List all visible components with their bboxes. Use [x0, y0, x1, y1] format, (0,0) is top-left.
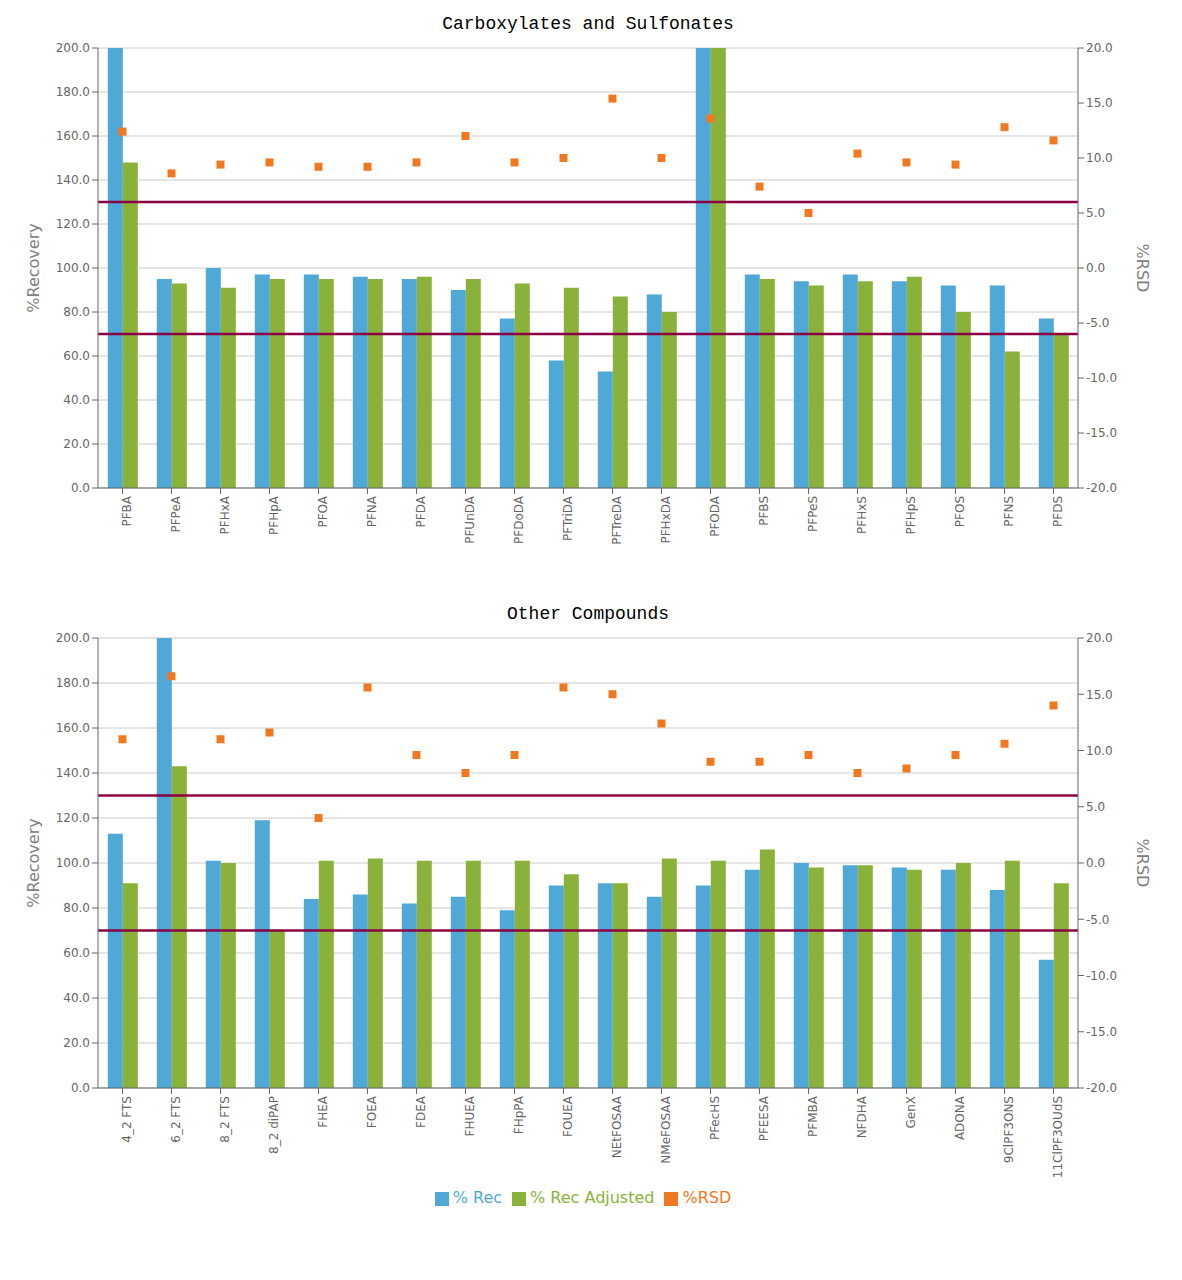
- svg-text:10.0: 10.0: [1086, 744, 1113, 758]
- svg-text:FOUEA: FOUEA: [561, 1095, 575, 1137]
- svg-text:FDEA: FDEA: [414, 1095, 428, 1128]
- svg-text:80.0: 80.0: [63, 901, 90, 915]
- svg-text:PFUnDA: PFUnDA: [463, 495, 477, 544]
- svg-text:PFHpS: PFHpS: [904, 496, 918, 534]
- svg-text:80.0: 80.0: [63, 305, 90, 319]
- svg-text:-10.0: -10.0: [1086, 969, 1117, 983]
- svg-text:PFBA: PFBA: [120, 495, 134, 526]
- svg-text:0.0: 0.0: [1086, 261, 1105, 275]
- svg-text:NFDHA: NFDHA: [855, 1095, 869, 1138]
- svg-text:9ClPF3ONS: 9ClPF3ONS: [1002, 1096, 1016, 1163]
- svg-text:100.0: 100.0: [56, 856, 90, 870]
- svg-text:PFDoDA: PFDoDA: [512, 495, 526, 544]
- svg-text:0.0: 0.0: [71, 481, 90, 495]
- svg-text:60.0: 60.0: [63, 946, 90, 960]
- svg-text:%Recovery: %Recovery: [24, 223, 43, 312]
- html-text:Other Compounds: Other Compounds: [507, 604, 669, 624]
- svg-text:PFecHS: PFecHS: [708, 1096, 722, 1140]
- svg-text:GenX: GenX: [904, 1096, 918, 1129]
- svg-text:-15.0: -15.0: [1086, 1025, 1117, 1039]
- html-text:%RSD: %RSD: [682, 1188, 732, 1207]
- svg-text:10.0: 10.0: [1086, 151, 1113, 165]
- svg-text:FHEA: FHEA: [316, 1095, 330, 1128]
- svg-text:20.0: 20.0: [63, 437, 90, 451]
- svg-text:ADONA: ADONA: [953, 1095, 967, 1140]
- svg-text:PFPeS: PFPeS: [806, 496, 820, 532]
- svg-text:FHpPA: FHpPA: [512, 1095, 526, 1134]
- svg-text:PFTriDA: PFTriDA: [561, 495, 575, 541]
- svg-text:140.0: 140.0: [56, 766, 90, 780]
- svg-text:-5.0: -5.0: [1086, 913, 1109, 927]
- svg-text:200.0: 200.0: [56, 631, 90, 645]
- svg-text:8_2 diPAP: 8_2 diPAP: [267, 1096, 281, 1154]
- svg-text:PFBS: PFBS: [757, 496, 771, 526]
- svg-text:NMeFOSAA: NMeFOSAA: [659, 1095, 673, 1163]
- svg-text:PFPeA: PFPeA: [169, 495, 183, 532]
- svg-text:PFTreDA: PFTreDA: [610, 495, 624, 545]
- svg-text:8_2 FTS: 8_2 FTS: [218, 1096, 232, 1143]
- svg-text:%RSD: %RSD: [1133, 839, 1152, 888]
- svg-text:140.0: 140.0: [56, 173, 90, 187]
- svg-text:20.0: 20.0: [1086, 41, 1113, 55]
- svg-text:200.0: 200.0: [56, 41, 90, 55]
- svg-text:PFNA: PFNA: [365, 495, 379, 527]
- svg-text:4_2 FTS: 4_2 FTS: [120, 1096, 134, 1143]
- svg-text:15.0: 15.0: [1086, 96, 1113, 110]
- svg-text:5.0: 5.0: [1086, 206, 1105, 220]
- svg-text:PFOS: PFOS: [953, 496, 967, 527]
- svg-text:100.0: 100.0: [56, 261, 90, 275]
- html-text:% Rec: % Rec: [452, 1188, 502, 1207]
- svg-text:FOEA: FOEA: [365, 1095, 379, 1128]
- svg-text:40.0: 40.0: [63, 991, 90, 1005]
- svg-text:-20.0: -20.0: [1086, 1081, 1117, 1095]
- html-text:Carboxylates and Sulfonates: Carboxylates and Sulfonates: [442, 14, 734, 34]
- svg-text:PFHxS: PFHxS: [855, 496, 869, 534]
- svg-text:PFDA: PFDA: [414, 495, 428, 527]
- svg-text:PFMBA: PFMBA: [806, 1095, 820, 1137]
- svg-text:PFOA: PFOA: [316, 495, 330, 527]
- svg-text:40.0: 40.0: [63, 393, 90, 407]
- svg-text:6_2 FTS: 6_2 FTS: [169, 1096, 183, 1143]
- svg-text:PFHpA: PFHpA: [267, 495, 281, 535]
- svg-text:120.0: 120.0: [56, 811, 90, 825]
- svg-text:PFHxDA: PFHxDA: [659, 495, 673, 543]
- svg-text:-15.0: -15.0: [1086, 426, 1117, 440]
- svg-text:20.0: 20.0: [63, 1036, 90, 1050]
- svg-text:PFDS: PFDS: [1051, 496, 1065, 527]
- svg-text:11ClPF3OUdS: 11ClPF3OUdS: [1051, 1096, 1065, 1178]
- svg-text:0.0: 0.0: [71, 1081, 90, 1095]
- svg-text:180.0: 180.0: [56, 676, 90, 690]
- svg-text:NEtFOSAA: NEtFOSAA: [610, 1095, 624, 1158]
- svg-text:PFEESA: PFEESA: [757, 1095, 771, 1141]
- svg-text:-20.0: -20.0: [1086, 481, 1117, 495]
- svg-text:%RSD: %RSD: [1133, 244, 1152, 293]
- svg-text:15.0: 15.0: [1086, 688, 1113, 702]
- svg-text:-5.0: -5.0: [1086, 316, 1109, 330]
- svg-text:5.0: 5.0: [1086, 800, 1105, 814]
- svg-text:FHUEA: FHUEA: [463, 1095, 477, 1136]
- svg-text:-10.0: -10.0: [1086, 371, 1117, 385]
- svg-text:%Recovery: %Recovery: [24, 818, 43, 907]
- svg-text:60.0: 60.0: [63, 349, 90, 363]
- svg-text:PFODA: PFODA: [708, 495, 722, 537]
- svg-text:PFNS: PFNS: [1002, 496, 1016, 527]
- svg-text:20.0: 20.0: [1086, 631, 1113, 645]
- svg-text:160.0: 160.0: [56, 129, 90, 143]
- svg-text:160.0: 160.0: [56, 721, 90, 735]
- svg-text:PFHxA: PFHxA: [218, 495, 232, 534]
- html-text:% Rec Adjusted: % Rec Adjusted: [530, 1188, 655, 1207]
- svg-text:0.0: 0.0: [1086, 856, 1105, 870]
- svg-text:120.0: 120.0: [56, 217, 90, 231]
- svg-text:180.0: 180.0: [56, 85, 90, 99]
